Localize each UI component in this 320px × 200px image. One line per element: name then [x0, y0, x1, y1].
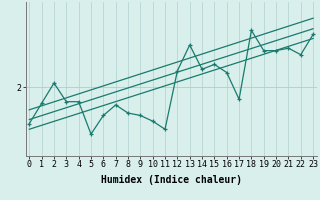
X-axis label: Humidex (Indice chaleur): Humidex (Indice chaleur) [101, 175, 242, 185]
